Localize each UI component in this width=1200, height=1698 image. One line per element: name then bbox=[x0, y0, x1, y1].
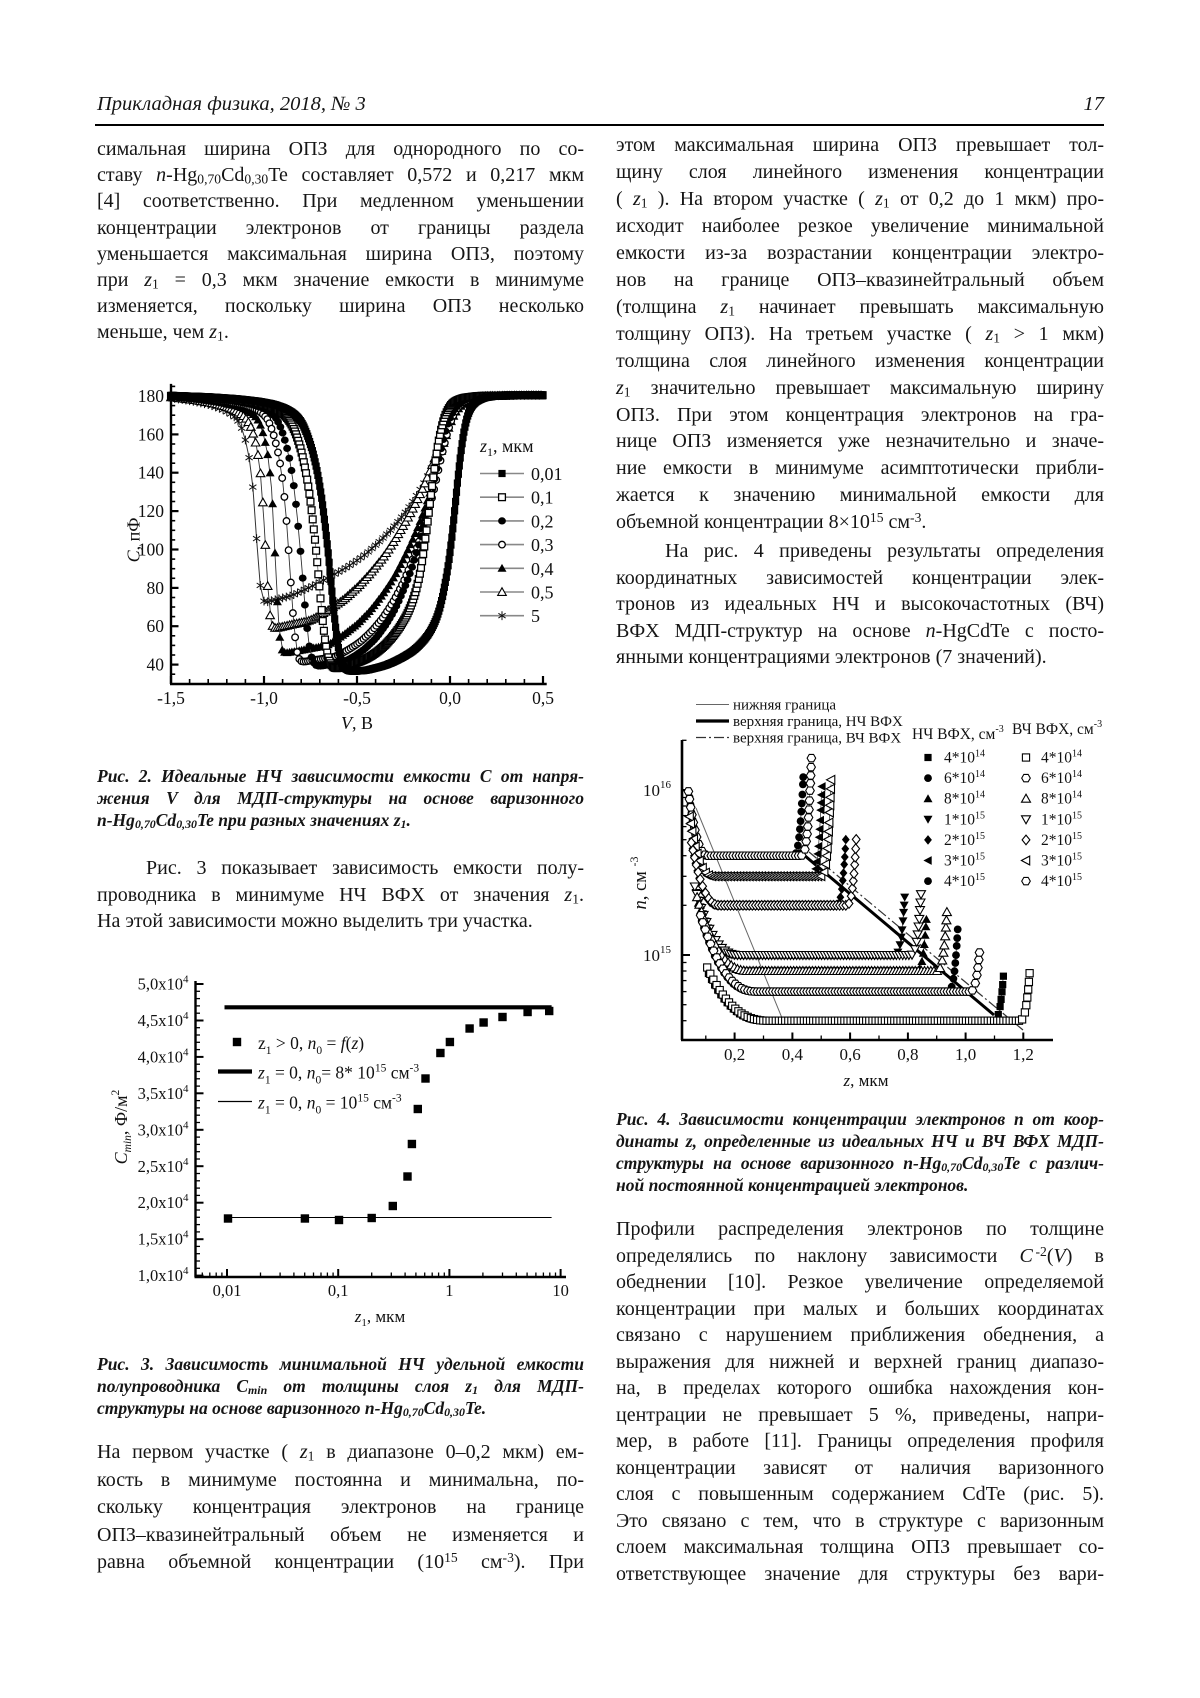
svg-text:-1,0: -1,0 bbox=[250, 688, 278, 708]
svg-text:80: 80 bbox=[147, 578, 165, 598]
svg-text:0,6: 0,6 bbox=[839, 1045, 860, 1064]
svg-text:z1 > 0, n0 = f(z): z1 > 0, n0 = f(z) bbox=[258, 1033, 364, 1057]
svg-text:0,1: 0,1 bbox=[328, 1281, 349, 1300]
svg-text:2,5x104: 2,5x104 bbox=[138, 1156, 189, 1176]
svg-text:0,5: 0,5 bbox=[532, 688, 554, 708]
svg-text:1,0: 1,0 bbox=[955, 1045, 976, 1064]
svg-text:180: 180 bbox=[138, 386, 165, 406]
svg-text:2*1015: 2*1015 bbox=[1041, 831, 1082, 849]
svg-text:4*1015: 4*1015 bbox=[1041, 872, 1082, 890]
svg-text:0,2: 0,2 bbox=[531, 511, 554, 531]
svg-text:160: 160 bbox=[138, 424, 165, 444]
svg-text:8*1014: 8*1014 bbox=[944, 790, 985, 808]
svg-text:Cmin, Ф/м2: Cmin, Ф/м2 bbox=[110, 1089, 134, 1164]
svg-text:60: 60 bbox=[147, 616, 165, 636]
svg-text:C, пФ: C, пФ bbox=[123, 517, 143, 562]
svg-text:3,0x104: 3,0x104 bbox=[138, 1119, 189, 1139]
svg-text:2*1015: 2*1015 bbox=[944, 831, 985, 849]
svg-text:z1, мкм: z1, мкм bbox=[479, 436, 534, 459]
svg-text:0,8: 0,8 bbox=[897, 1045, 918, 1064]
svg-text:6*1014: 6*1014 bbox=[944, 769, 985, 787]
svg-text:1,0x104: 1,0x104 bbox=[138, 1265, 189, 1285]
svg-text:4,0x104: 4,0x104 bbox=[138, 1046, 189, 1066]
svg-text:1*1015: 1*1015 bbox=[944, 810, 985, 828]
svg-text:НЧ ВФХ, см-3: НЧ ВФХ, см-3 bbox=[912, 724, 1004, 743]
svg-text:1015: 1015 bbox=[643, 944, 672, 965]
svg-text:1: 1 bbox=[445, 1281, 453, 1300]
svg-text:ВЧ ВФХ, см-3: ВЧ ВФХ, см-3 bbox=[1012, 719, 1102, 738]
svg-text:0,3: 0,3 bbox=[531, 535, 554, 555]
svg-text:120: 120 bbox=[138, 501, 165, 521]
svg-text:40: 40 bbox=[147, 655, 165, 675]
svg-text:0,5: 0,5 bbox=[531, 583, 554, 603]
svg-text:z1 = 0, n0 = 1015 см-3: z1 = 0, n0 = 1015 см-3 bbox=[257, 1093, 402, 1117]
svg-text:3*1015: 3*1015 bbox=[1041, 852, 1082, 870]
svg-text:z1 = 0, n0= 8* 1015 см-3: z1 = 0, n0= 8* 1015 см-3 bbox=[257, 1063, 419, 1087]
svg-text:4*1014: 4*1014 bbox=[944, 749, 985, 767]
svg-text:n, см -3: n, см -3 bbox=[627, 856, 651, 909]
svg-text:верхняя граница, НЧ ВФХ: верхняя граница, НЧ ВФХ bbox=[733, 714, 903, 730]
svg-text:1016: 1016 bbox=[643, 779, 672, 800]
svg-text:-1,5: -1,5 bbox=[157, 688, 185, 708]
svg-text:1*1015: 1*1015 bbox=[1041, 810, 1082, 828]
svg-text:V, В: V, В bbox=[341, 713, 373, 733]
svg-text:4*1014: 4*1014 bbox=[1041, 749, 1082, 767]
svg-text:2,0x104: 2,0x104 bbox=[138, 1192, 189, 1212]
svg-text:4*1015: 4*1015 bbox=[944, 872, 985, 890]
svg-text:0,4: 0,4 bbox=[531, 559, 554, 579]
svg-text:6*1014: 6*1014 bbox=[1041, 769, 1082, 787]
svg-text:-0,5: -0,5 bbox=[343, 688, 371, 708]
svg-text:8*1014: 8*1014 bbox=[1041, 790, 1082, 808]
svg-text:z1, мкм: z1, мкм bbox=[354, 1307, 406, 1329]
svg-text:1,5x104: 1,5x104 bbox=[138, 1229, 189, 1249]
svg-text:5: 5 bbox=[531, 606, 540, 626]
svg-text:0,01: 0,01 bbox=[531, 464, 563, 484]
svg-text:0,1: 0,1 bbox=[531, 488, 554, 508]
svg-text:3,5x104: 3,5x104 bbox=[138, 1083, 189, 1103]
svg-text:5,0x104: 5,0x104 bbox=[138, 974, 189, 994]
svg-text:1,2: 1,2 bbox=[1013, 1045, 1034, 1064]
svg-text:0,0: 0,0 bbox=[439, 688, 461, 708]
svg-text:0,4: 0,4 bbox=[782, 1045, 804, 1064]
svg-text:верхняя граница, ВЧ ВФХ: верхняя граница, ВЧ ВФХ bbox=[733, 731, 901, 747]
svg-text:140: 140 bbox=[138, 463, 165, 483]
svg-text:z, мкм: z, мкм bbox=[843, 1071, 889, 1090]
svg-text:нижняя граница: нижняя граница bbox=[733, 698, 836, 714]
svg-text:100: 100 bbox=[138, 540, 165, 560]
svg-text:3*1015: 3*1015 bbox=[944, 852, 985, 870]
svg-text:10: 10 bbox=[552, 1281, 569, 1300]
svg-text:0,2: 0,2 bbox=[724, 1045, 745, 1064]
svg-text:0,01: 0,01 bbox=[213, 1281, 242, 1300]
svg-text:4,5x104: 4,5x104 bbox=[138, 1010, 189, 1030]
